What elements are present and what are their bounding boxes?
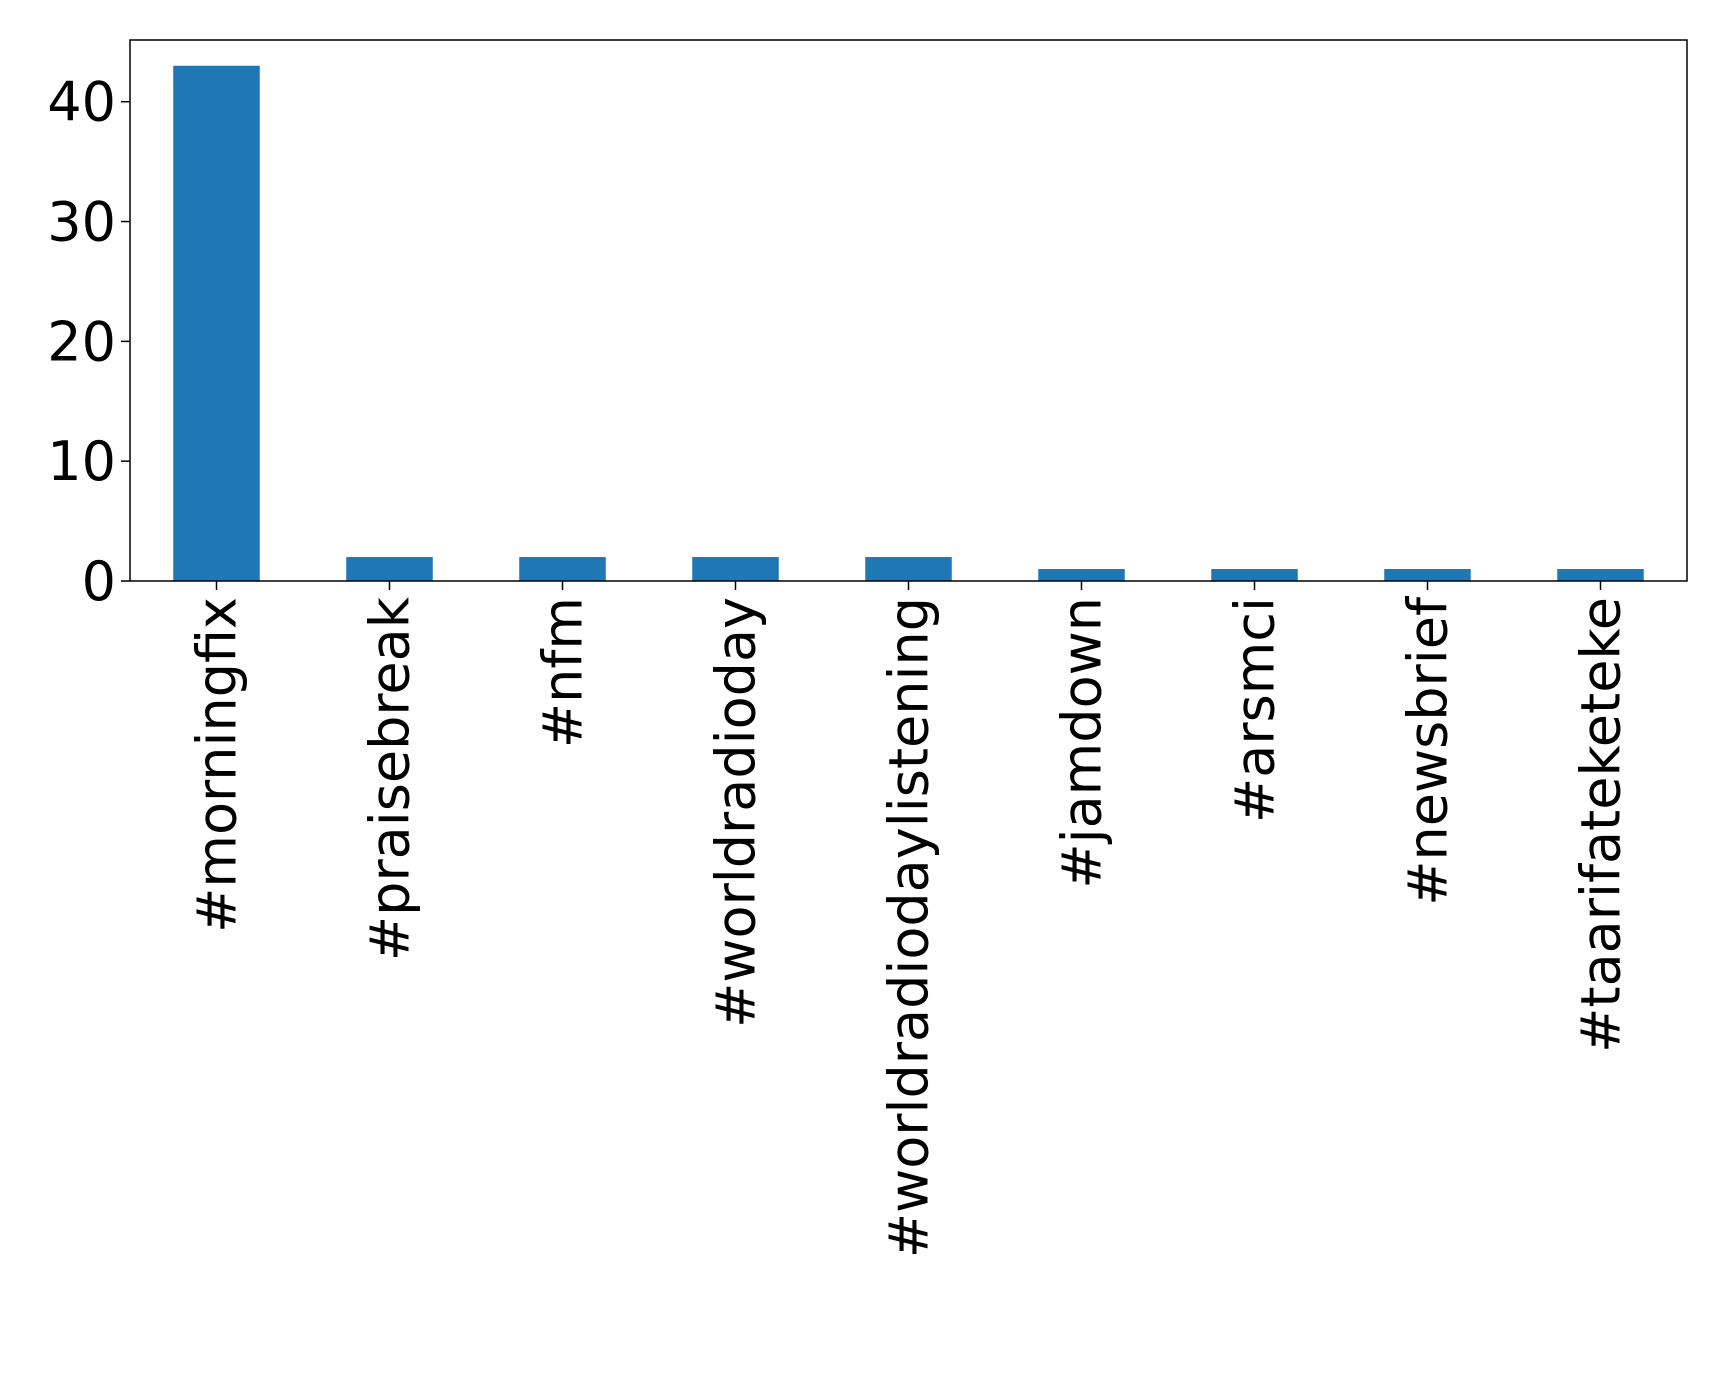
bar [1384,569,1471,581]
x-tick-label: #newsbrief [1397,595,1460,906]
bar [1211,569,1298,581]
bar [173,65,260,581]
x-tick-label: #worldradioday [705,597,768,1028]
plot-frame [129,39,1688,582]
x-tick-label: #worldradiodaylistening [878,597,941,1258]
x-tick-label: #taarifateketeke [1570,597,1633,1053]
y-tick-label: 0 [82,550,116,613]
bar [519,557,606,581]
x-tick-label: #jamdown [1051,597,1114,889]
x-tick-label: #arsmci [1224,597,1287,823]
bar [346,557,433,581]
bar [692,557,779,581]
bar [865,557,952,581]
y-tick-label: 20 [47,310,116,373]
y-tick-label: 10 [47,430,116,493]
x-tick-label: #morningfix [186,597,249,933]
x-tick-label: #praisebreak [359,596,422,961]
bar [1038,569,1125,581]
y-tick-label: 40 [47,71,116,134]
y-tick-label: 30 [47,191,116,254]
x-tick-label: #nfm [532,597,595,748]
bar [1557,569,1644,581]
